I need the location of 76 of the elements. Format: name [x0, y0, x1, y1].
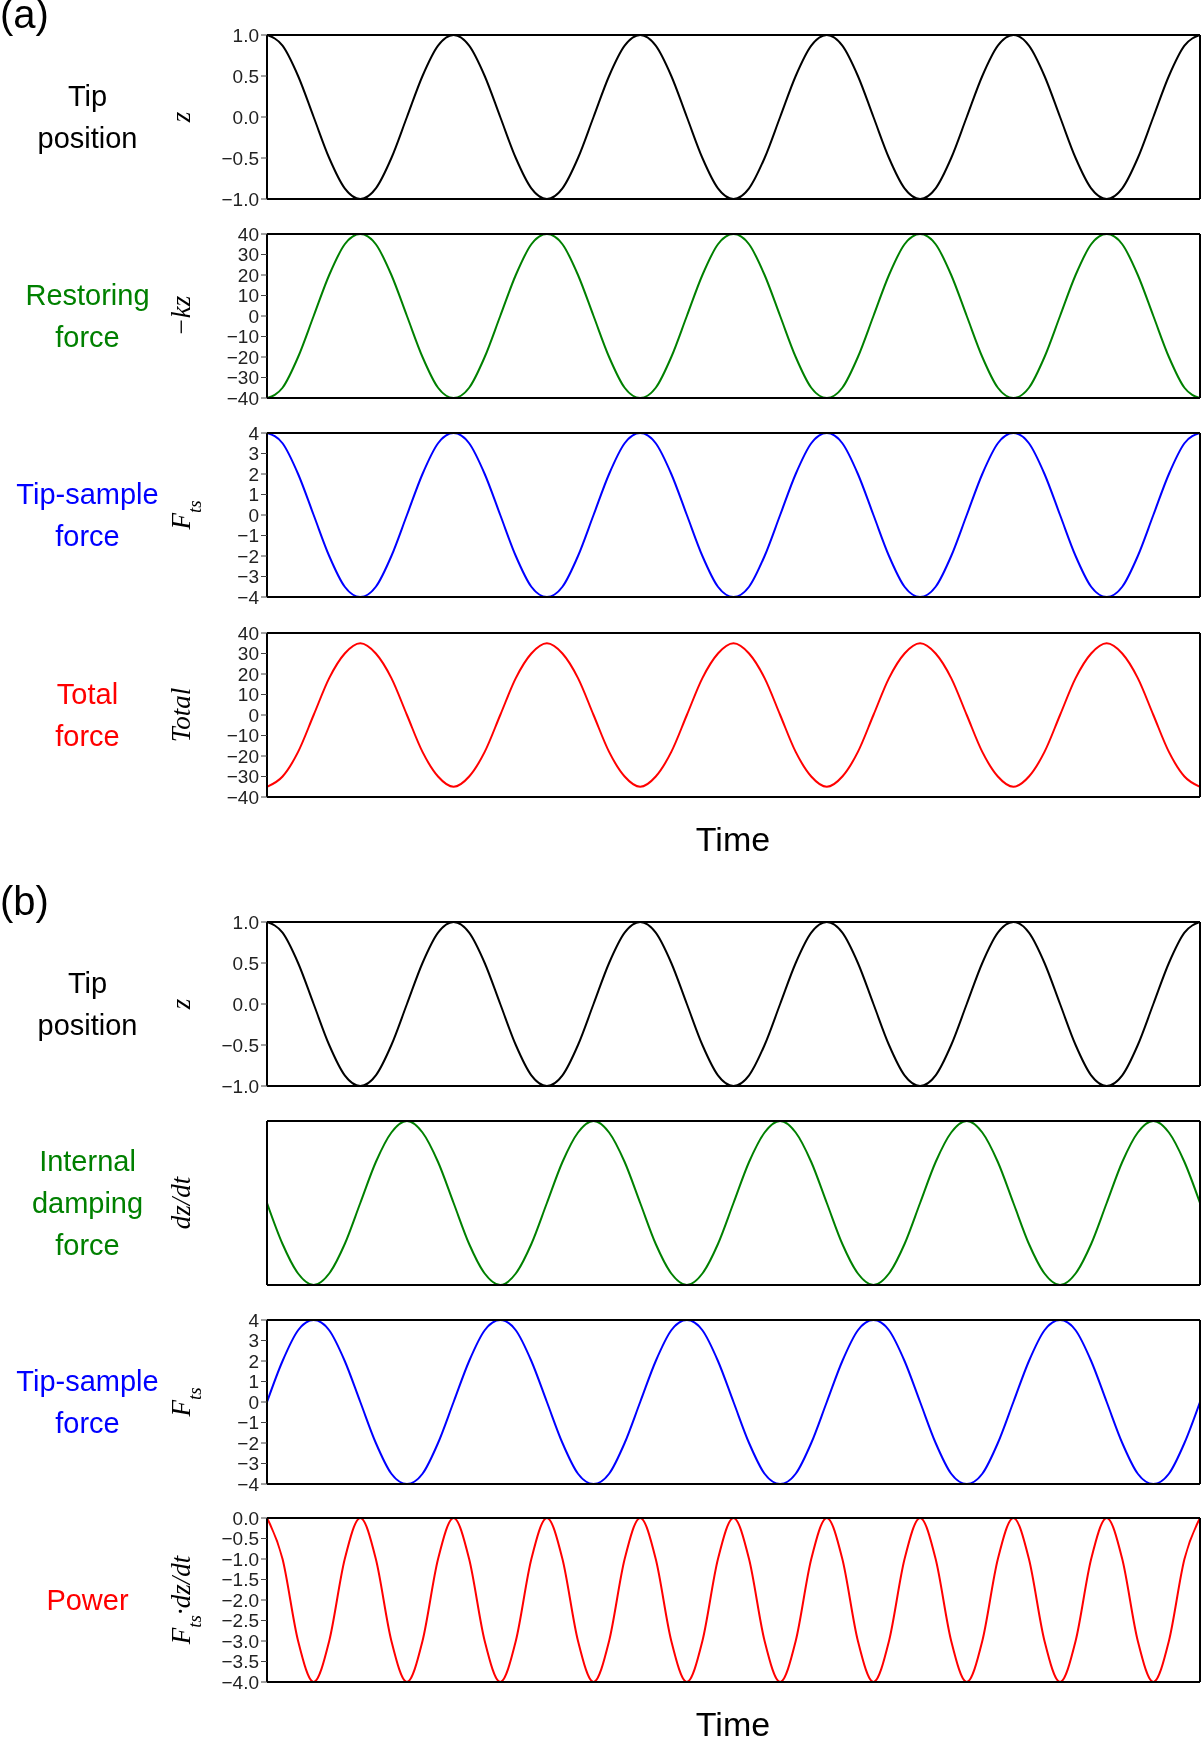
y-tick-label: −1.5 [221, 1569, 259, 1591]
text: Power [46, 1583, 129, 1618]
line-series [267, 234, 1200, 398]
y-tick-label: 0.0 [232, 993, 259, 1015]
y-tick-label: −40 [226, 786, 259, 808]
y-tick-label: 1.0 [232, 911, 259, 933]
y-tick-label: 1 [248, 484, 259, 506]
text: Tip position [37, 79, 138, 156]
line-series [267, 1518, 1200, 1682]
y-tick-label: 2 [248, 1350, 259, 1372]
y-tick-label: 2 [248, 463, 259, 485]
y-tick-label: −3.0 [221, 1630, 259, 1652]
y-tick-label: −1 [237, 525, 259, 547]
y-tick-label: 4 [248, 422, 260, 444]
line-series [267, 642, 1200, 788]
y-axis-title: dz/dt [166, 1175, 196, 1230]
text: (b) [0, 879, 49, 924]
y-tick-label: 0.5 [232, 65, 259, 87]
y-tick-label: 0.5 [232, 952, 259, 974]
y-tick-label: −1.0 [221, 1075, 259, 1097]
line-series [267, 1320, 1200, 1484]
y-tick-label: −20 [226, 745, 259, 767]
y-tick-label: −4 [237, 1473, 260, 1495]
text: Total force [55, 677, 120, 754]
y-tick-label: −2.5 [221, 1610, 259, 1632]
text: Tip position [37, 966, 138, 1043]
y-tick-label: −2 [237, 545, 259, 567]
y-tick-label: 3 [248, 1330, 259, 1352]
y-tick-label: −0.5 [221, 147, 259, 169]
x-axis-title: Time [694, 820, 772, 859]
y-axis-title: −kz [166, 295, 196, 337]
y-tick-label: −4.0 [221, 1671, 259, 1693]
y-tick-label: 0 [248, 504, 259, 526]
y-tick-label: 0 [248, 1391, 259, 1413]
y-tick-label: 20 [237, 264, 259, 286]
y-tick-label: −40 [226, 387, 259, 409]
y-tick-label: −20 [226, 346, 259, 368]
y-tick-label: −4 [237, 586, 260, 608]
y-tick-label: 0 [248, 704, 259, 726]
text: Tip-sample force [16, 1364, 159, 1441]
y-tick-label: −3 [237, 1453, 259, 1475]
y-axis-title: z [166, 998, 196, 1011]
y-tick-label: −2 [237, 1432, 259, 1454]
y-tick-label: −10 [226, 725, 259, 747]
y-tick-label: 4 [248, 1309, 260, 1331]
y-tick-label: −1 [237, 1412, 259, 1434]
y-tick-label: 0.0 [232, 1507, 259, 1529]
line-series [267, 433, 1200, 597]
y-tick-label: 1 [248, 1371, 259, 1393]
x-axis-title: Time [694, 1705, 772, 1744]
text: Tip-sample force [16, 477, 159, 554]
y-tick-label: −1.0 [221, 188, 259, 210]
y-tick-label: −30 [226, 367, 259, 389]
y-axis-title: z [166, 111, 196, 124]
y-tick-label: 0 [248, 305, 259, 327]
text: Internal damping force [31, 1144, 144, 1263]
text: Restoring force [25, 278, 150, 355]
y-tick-label: 1.0 [232, 24, 259, 46]
y-tick-label: 3 [248, 443, 259, 465]
y-tick-label: −1.0 [221, 1548, 259, 1570]
y-tick-label: 20 [237, 663, 259, 685]
y-tick-label: 10 [237, 684, 259, 706]
y-tick-label: 30 [237, 643, 259, 665]
y-axis-title: Total [166, 687, 196, 743]
y-tick-label: 40 [237, 622, 259, 644]
y-tick-label: −2.0 [221, 1589, 259, 1611]
y-tick-label: 40 [237, 223, 259, 245]
y-tick-label: −3 [237, 566, 259, 588]
y-tick-label: −30 [226, 766, 259, 788]
y-tick-label: 10 [237, 285, 259, 307]
y-tick-label: 30 [237, 244, 259, 266]
y-tick-label: −3.5 [221, 1651, 259, 1673]
y-tick-label: −0.5 [221, 1528, 259, 1550]
y-tick-label: −10 [226, 326, 259, 348]
y-tick-label: 0.0 [232, 106, 259, 128]
y-tick-label: −0.5 [221, 1034, 259, 1056]
